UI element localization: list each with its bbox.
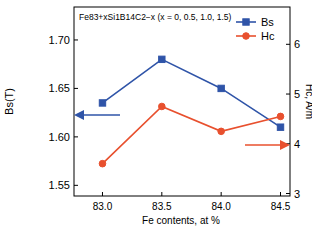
axis-arrow-head xyxy=(280,140,290,150)
point xyxy=(218,128,225,135)
y-tick xyxy=(74,185,78,186)
y-tick xyxy=(74,136,78,137)
x-tick xyxy=(221,192,222,196)
x-tick-label: 84.0 xyxy=(211,201,231,212)
y-tick xyxy=(74,88,78,89)
y-tick xyxy=(74,39,78,40)
point xyxy=(277,124,283,130)
y-tick-label: 1.65 xyxy=(49,82,70,94)
y2-axis-label: Hc, A/m xyxy=(304,84,312,119)
y-axis-label: Bs(T) xyxy=(3,88,15,115)
y2-tick xyxy=(286,193,290,194)
point xyxy=(99,100,105,106)
x-tick-label: 83.5 xyxy=(152,201,172,212)
title: Fe83+xSi1B14C2−x (x = 0, 0.5, 1.0, 1.5) xyxy=(79,12,232,22)
x-tick xyxy=(280,192,281,196)
legend-marker xyxy=(243,33,250,40)
point xyxy=(218,85,224,91)
x-tick xyxy=(161,192,162,196)
x-tick-label: 84.5 xyxy=(271,201,291,212)
point xyxy=(159,56,165,62)
x-tick-label: 83.0 xyxy=(93,201,113,212)
series-line xyxy=(102,59,280,127)
legend-label: Hc xyxy=(261,30,275,42)
axis-arrow-head xyxy=(74,110,84,120)
plot-area xyxy=(99,56,284,167)
y-tick-label: 1.55 xyxy=(49,179,70,191)
point xyxy=(99,160,106,167)
axis-arrow xyxy=(82,114,120,116)
axis-arrow xyxy=(245,144,282,146)
x-axis-label: Fe contents, at % xyxy=(142,215,220,226)
y2-tick-label: 4 xyxy=(294,138,300,150)
series-line xyxy=(102,106,280,163)
plot-frame xyxy=(74,7,290,196)
y2-tick-label: 6 xyxy=(294,38,300,50)
y2-tick-label: 3 xyxy=(294,188,300,200)
chart: 83.0 83.5 84.0 84.5 1.55 1.60 1.65 1.70 3 4 5 6 Fe c… xyxy=(0,0,312,227)
y2-tick xyxy=(286,44,290,45)
legend-label: Bs xyxy=(261,16,274,28)
x-tick xyxy=(102,192,103,196)
legend: Bs Hc xyxy=(236,16,275,42)
y2-tick xyxy=(286,94,290,95)
point xyxy=(159,103,166,110)
y-tick-label: 1.70 xyxy=(49,34,70,46)
y2-tick-label: 5 xyxy=(294,88,300,100)
y-tick-label: 1.60 xyxy=(49,131,70,143)
legend-marker xyxy=(243,19,249,25)
point xyxy=(277,113,284,120)
